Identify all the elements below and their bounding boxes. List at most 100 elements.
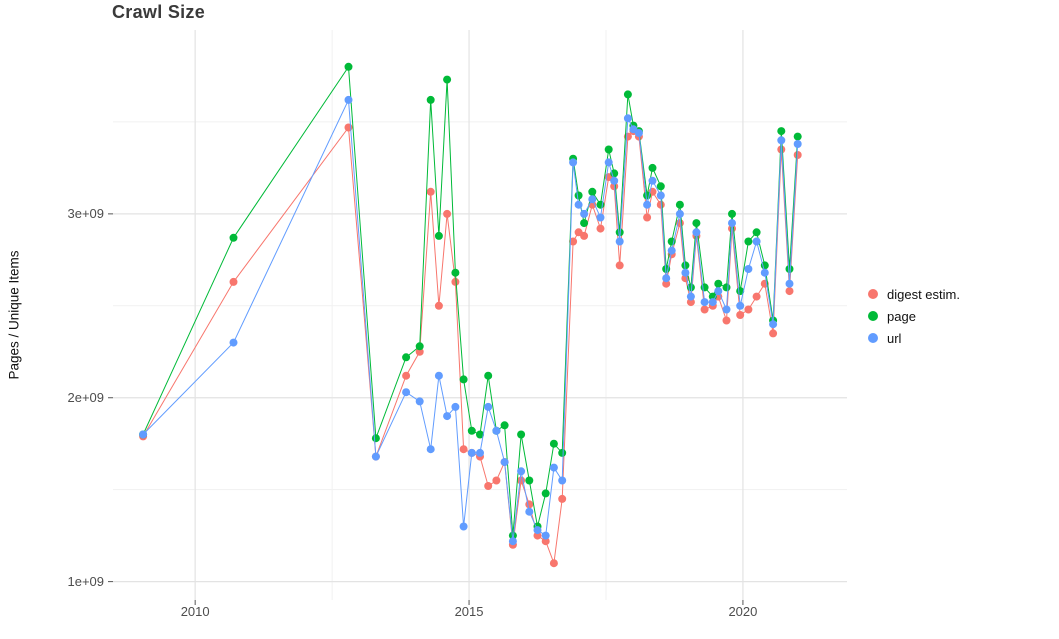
url-point [596, 213, 605, 222]
url-point [623, 114, 632, 123]
digest-estim-point [426, 187, 435, 196]
url-point [517, 467, 526, 476]
url-point [744, 265, 753, 273]
page-point [443, 75, 452, 84]
url-point [574, 200, 583, 209]
digest-estim-point [744, 305, 753, 314]
page-point [714, 279, 723, 288]
legend-label: digest estim. [887, 286, 960, 302]
page-point [508, 531, 517, 540]
digest-estim-point [533, 531, 542, 540]
y-tick-label: 3e+09 [67, 205, 104, 221]
url-point [769, 320, 778, 329]
url-point [558, 476, 567, 485]
url-point [549, 463, 558, 472]
page-point [558, 448, 567, 457]
digest-estim-point [736, 311, 745, 319]
url-point [434, 371, 443, 380]
page-point [525, 476, 534, 485]
page-point [728, 209, 736, 218]
digest-estim-point [656, 200, 665, 209]
digest-estim-point [525, 500, 534, 509]
url-point [459, 522, 468, 531]
legend-item-url: url [868, 327, 960, 349]
url-point [467, 448, 476, 457]
digest-estim-point [415, 347, 424, 356]
url-point-icon [868, 333, 878, 343]
url-point [722, 305, 731, 314]
digest-estim-point [615, 261, 624, 270]
url-point [675, 209, 684, 218]
page-point [692, 219, 701, 228]
digest-estim-point [700, 305, 709, 314]
page-point [744, 237, 753, 246]
y-axis-label: Pages / Unique Items [6, 250, 22, 380]
url-point [728, 219, 736, 228]
url-point [402, 388, 411, 397]
legend-label: url [887, 330, 902, 346]
url-point [484, 402, 493, 411]
url-point [752, 237, 761, 246]
page-point [484, 371, 493, 380]
page-point [459, 375, 468, 384]
url-point [525, 507, 534, 516]
page-point [588, 187, 597, 196]
page-point [500, 421, 509, 430]
x-tick-label: 2020 [728, 604, 758, 619]
page-point [580, 219, 589, 228]
digest-estim-point [722, 316, 731, 325]
page-point [604, 145, 613, 154]
digest-estim-point [484, 482, 493, 490]
url-point [588, 195, 597, 204]
page-point [451, 268, 460, 277]
page-point [681, 261, 690, 270]
digest-estim-point [662, 279, 671, 288]
digest-estim-point [443, 209, 452, 218]
page-point [434, 231, 443, 240]
url-point [580, 209, 589, 218]
digest-estim-point [229, 277, 238, 286]
url-point [793, 140, 802, 148]
url-line [142, 97, 799, 542]
page-point [722, 283, 731, 292]
url-point [777, 136, 786, 145]
page-point [517, 430, 526, 439]
legend-item-digest-estim: digest estim. [868, 283, 960, 305]
url-point [681, 268, 690, 277]
x-tick-label: 2010 [180, 604, 210, 619]
digest-estim-line [142, 126, 799, 564]
page-point [656, 182, 665, 191]
url-point [667, 246, 676, 255]
page-point [700, 283, 709, 292]
url-point [643, 200, 652, 209]
page-point [426, 95, 435, 104]
url-point [714, 287, 723, 296]
url-point [604, 158, 613, 167]
digest-estim-point-icon [868, 289, 878, 299]
url-point [500, 458, 509, 467]
page-point [402, 353, 411, 362]
legend: digest estim. page url [868, 283, 960, 349]
chart-title: Crawl Size [112, 2, 206, 22]
url-point [692, 228, 701, 237]
digest-estim-point [459, 445, 468, 454]
digest-estim-point [451, 277, 460, 286]
digest-estim-point [769, 329, 778, 338]
digest-estim-point [402, 371, 411, 380]
url-point [569, 158, 578, 167]
digest-estim-point [541, 537, 550, 546]
url-point [344, 95, 353, 104]
url-point [610, 176, 619, 185]
url-point [533, 526, 542, 535]
page-point [371, 434, 380, 443]
url-point [736, 301, 745, 310]
url-point [785, 279, 794, 288]
page-point [777, 127, 786, 136]
url-point [451, 402, 460, 411]
digest-estim-point [686, 298, 695, 307]
legend-label: page [887, 308, 916, 324]
x-tick-label: 2015 [454, 604, 484, 619]
url-point [686, 292, 695, 301]
page-point [574, 191, 583, 200]
page-point [793, 132, 802, 141]
